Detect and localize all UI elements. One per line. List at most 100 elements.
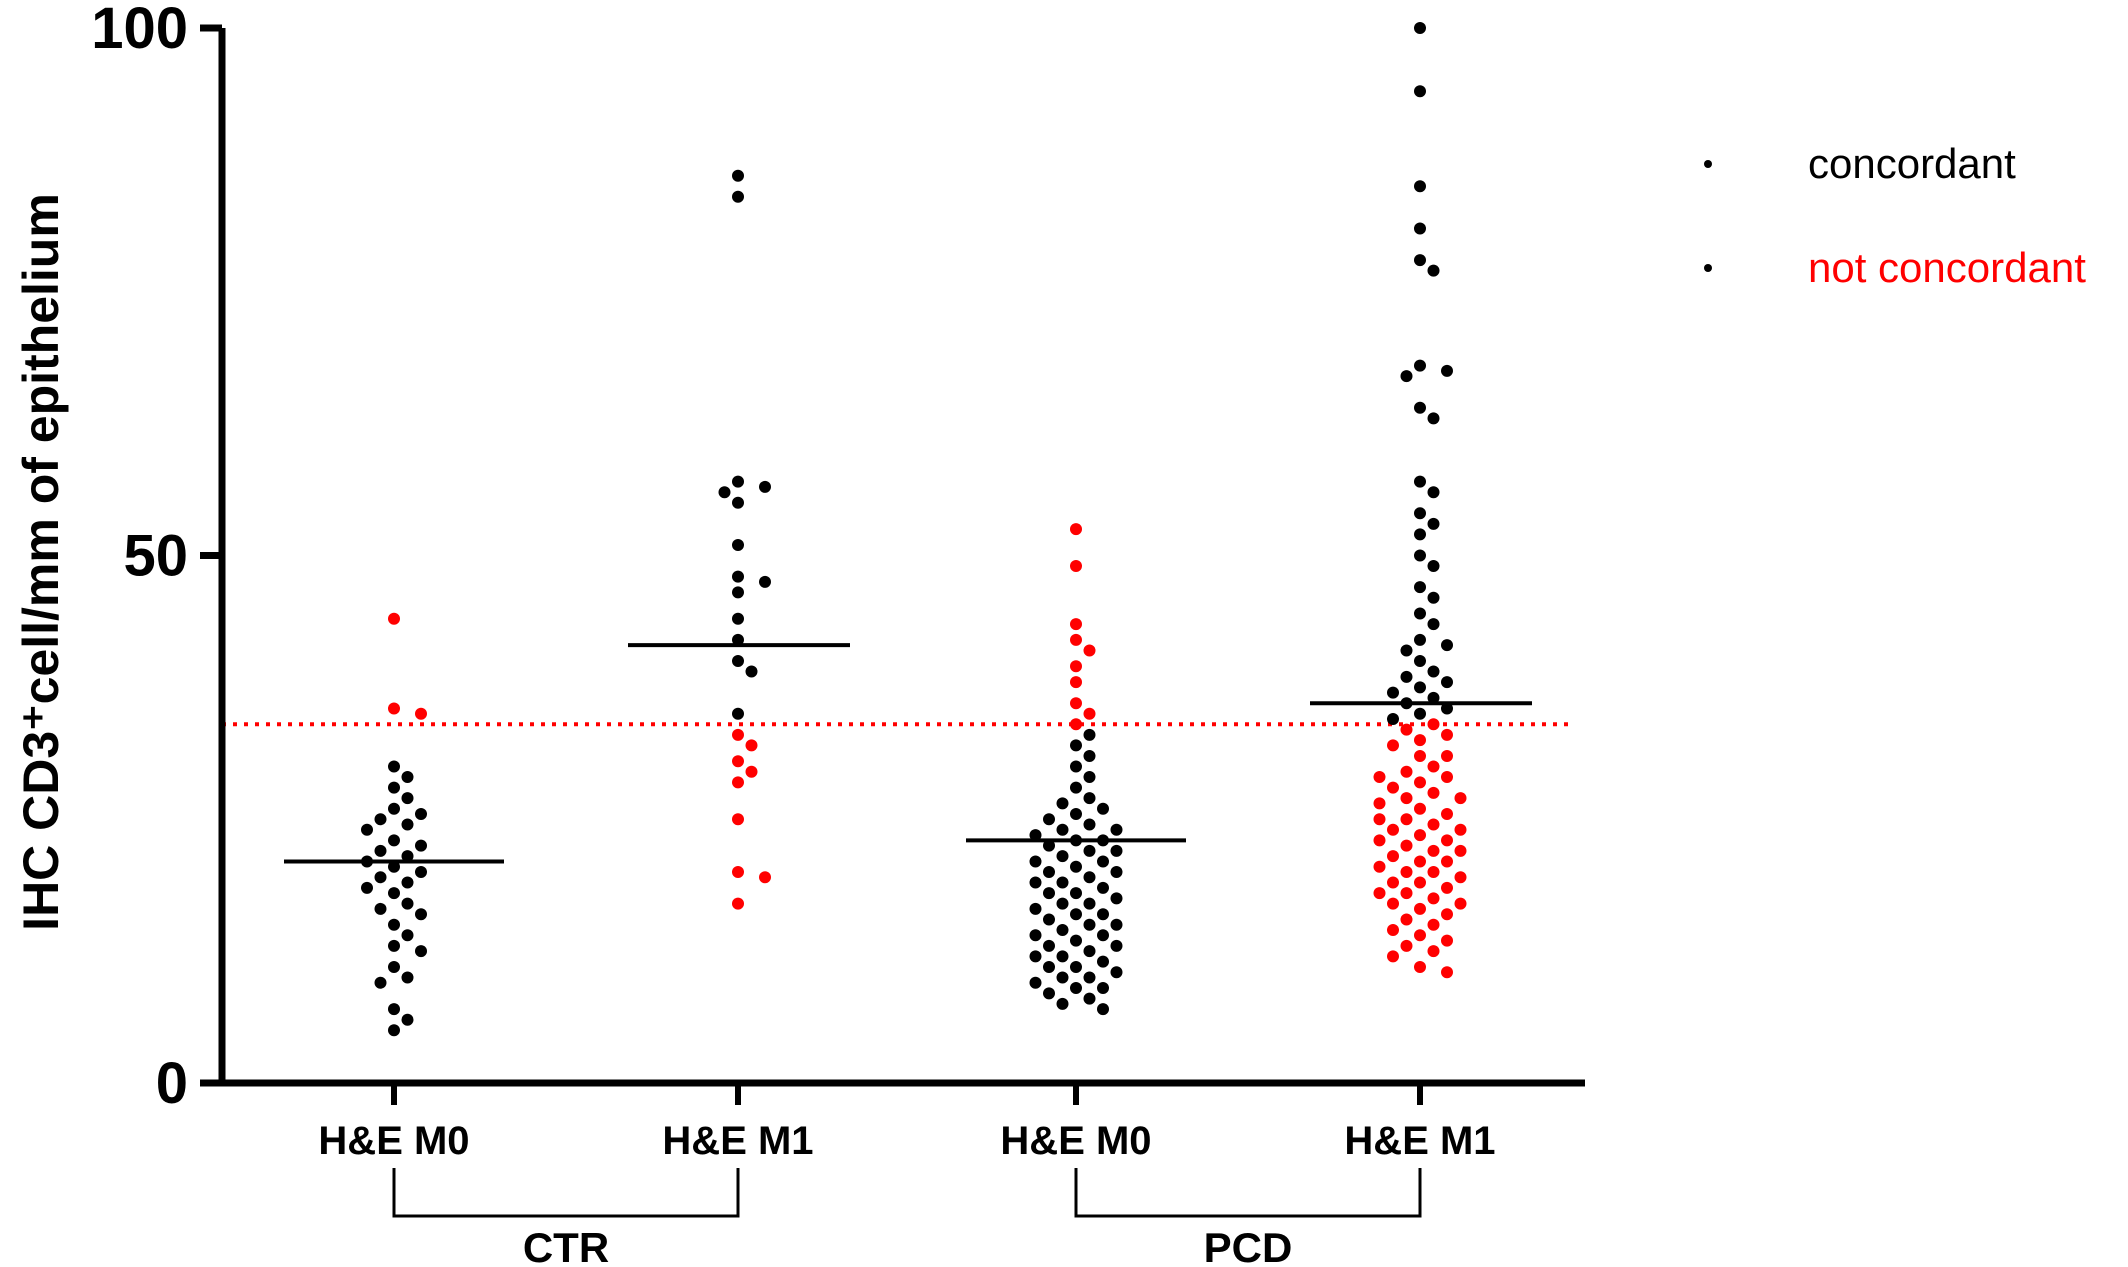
data-point xyxy=(1387,713,1399,726)
data-point xyxy=(1043,913,1055,926)
data-point xyxy=(1414,549,1426,562)
data-point xyxy=(1414,876,1426,889)
legend: concordant not concordant xyxy=(1704,140,2086,291)
data-point xyxy=(1387,876,1399,889)
data-point xyxy=(1373,860,1386,873)
data-point xyxy=(1414,528,1426,541)
data-point xyxy=(1083,992,1096,1005)
data-point xyxy=(388,918,400,931)
y-tick-label: 100 xyxy=(91,0,188,61)
data-point xyxy=(1083,871,1096,884)
data-point xyxy=(1070,660,1082,673)
data-point xyxy=(1056,897,1069,910)
data-point xyxy=(1427,918,1440,931)
data-point xyxy=(1387,686,1399,699)
data-point xyxy=(732,570,744,583)
data-point xyxy=(1083,918,1096,931)
data-point xyxy=(415,908,427,921)
data-point xyxy=(718,486,731,499)
data-point xyxy=(1083,844,1096,857)
data-point xyxy=(1083,771,1096,784)
category-label: H&E M1 xyxy=(662,1119,813,1163)
data-point xyxy=(1441,771,1453,784)
group-label-pcd: PCD xyxy=(1204,1224,1293,1267)
data-point xyxy=(1029,950,1042,963)
data-point xyxy=(1454,823,1467,836)
data-point xyxy=(745,765,758,778)
data-point xyxy=(388,939,400,952)
data-point xyxy=(1414,507,1426,520)
data-point xyxy=(1043,939,1055,952)
data-point xyxy=(1414,401,1426,414)
data-point xyxy=(1441,749,1453,762)
data-point xyxy=(1441,966,1453,979)
data-point xyxy=(1083,818,1096,831)
data-point xyxy=(1083,728,1096,741)
data-point xyxy=(1056,850,1069,863)
data-point xyxy=(361,823,373,836)
data-point xyxy=(1387,850,1399,863)
data-point xyxy=(1441,908,1453,921)
data-point xyxy=(1070,739,1082,752)
data-point xyxy=(732,707,744,720)
data-point xyxy=(1441,834,1453,847)
data-point xyxy=(1400,839,1413,852)
data-point xyxy=(1427,264,1440,277)
data-point xyxy=(1387,950,1399,963)
data-point xyxy=(1427,718,1440,731)
category-label: H&E M0 xyxy=(318,1119,469,1163)
data-point xyxy=(1414,180,1426,193)
data-point xyxy=(732,813,744,826)
data-point xyxy=(1427,818,1440,831)
legend-dot-not-concordant xyxy=(1704,264,1712,272)
data-point xyxy=(1070,618,1082,631)
data-point xyxy=(732,655,744,667)
data-point xyxy=(1414,475,1426,488)
data-point xyxy=(374,871,387,884)
data-point xyxy=(388,887,400,900)
data-point xyxy=(1097,802,1109,815)
data-point xyxy=(415,945,427,958)
data-point xyxy=(1441,934,1453,947)
data-point xyxy=(374,976,387,989)
data-point xyxy=(388,781,400,794)
data-point xyxy=(1097,908,1109,921)
data-point xyxy=(1400,813,1413,826)
data-point xyxy=(1070,807,1082,820)
data-point xyxy=(1070,676,1082,689)
data-point xyxy=(1454,844,1467,857)
data-point xyxy=(1400,887,1413,900)
data-point xyxy=(1414,802,1426,815)
data-point xyxy=(1414,22,1426,34)
data-point xyxy=(1070,860,1082,873)
data-point xyxy=(1387,739,1399,752)
data-point xyxy=(1400,913,1413,926)
data-point xyxy=(1373,813,1386,826)
data-point xyxy=(732,538,744,551)
data-point xyxy=(1441,676,1453,689)
data-point xyxy=(1441,702,1453,715)
data-point xyxy=(1414,902,1426,915)
data-point xyxy=(1414,222,1426,235)
data-point xyxy=(1414,776,1426,789)
data-point xyxy=(401,850,414,863)
data-point xyxy=(1414,85,1426,98)
data-point xyxy=(732,728,744,741)
data-point xyxy=(1056,997,1069,1010)
data-point xyxy=(732,612,744,625)
data-point xyxy=(1427,665,1440,678)
data-point xyxy=(1070,934,1082,947)
data-point xyxy=(1083,749,1096,762)
data-point xyxy=(1110,966,1123,979)
data-point xyxy=(388,760,400,773)
data-point xyxy=(759,871,771,884)
data-point xyxy=(1441,728,1453,741)
data-point xyxy=(745,739,758,752)
data-point xyxy=(1056,797,1069,810)
data-point xyxy=(759,575,771,588)
data-point xyxy=(388,1024,400,1037)
data-point xyxy=(1427,517,1440,530)
data-point xyxy=(401,929,414,942)
data-point xyxy=(415,866,427,878)
